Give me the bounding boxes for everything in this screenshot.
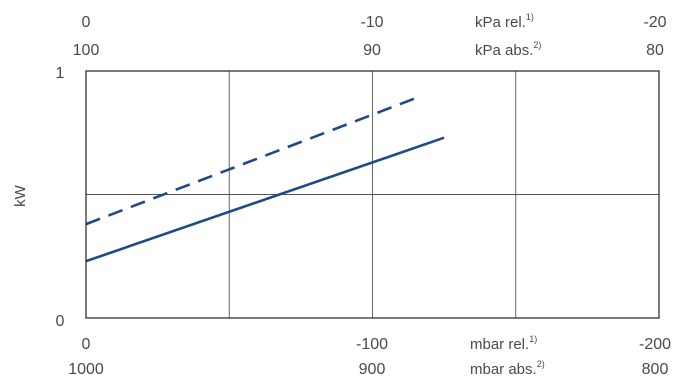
grid [86,71,659,318]
top-abs-unit-text: kPa abs. [475,42,533,59]
top-abs-tick-0: 100 [73,42,100,59]
bottom-rel-unit-text: mbar rel. [470,336,529,353]
top-rel-unit-label: kPa rel.1) [475,12,534,31]
bottom-abs-tick-0: 1000 [68,361,104,378]
y-axis-label: kW [12,184,29,207]
top-rel-unit-text: kPa rel. [475,14,526,31]
bottom-abs-tick-2: 800 [642,361,669,378]
y-tick-label-min: 0 [56,313,65,330]
top-rel-tick-2: -20 [643,14,666,31]
y-tick-label-max: 1 [56,65,65,82]
series-layer [85,96,445,263]
bottom-rel-unit-footnote: 1) [529,334,537,344]
plot-frame [85,70,660,319]
bottom-abs-tick-1: 900 [359,361,386,378]
top-rel-unit-footnote: 1) [526,12,534,22]
bottom-rel-tick-2: -200 [639,336,671,353]
top-rel-tick-0: 0 [82,14,91,31]
top-abs-tick-1: 90 [363,42,381,59]
top-abs-unit-footnote: 2) [533,40,541,50]
top-abs-tick-2: 80 [646,42,664,59]
series-line-solid [85,136,445,263]
bottom-abs-unit-footnote: 2) [537,359,545,369]
bottom-rel-tick-0: 0 [82,336,91,353]
bottom-abs-unit-label: mbar abs.2) [470,359,545,378]
bottom-rel-unit-label: mbar rel.1) [470,334,537,353]
series-line-dashed [85,96,416,226]
bottom-rel-tick-1: -100 [356,336,388,353]
top-rel-tick-1: -10 [360,14,383,31]
top-abs-unit-label: kPa abs.2) [475,40,541,59]
bottom-abs-unit-text: mbar abs. [470,361,537,378]
